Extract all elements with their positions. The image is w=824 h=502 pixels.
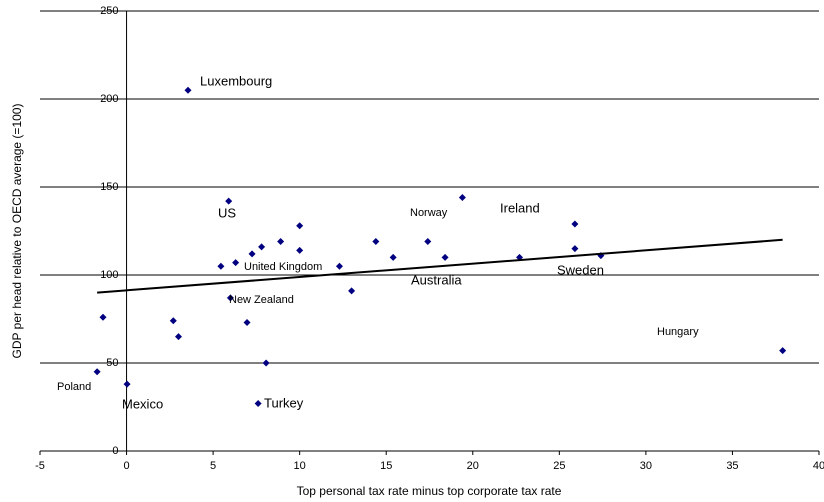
y-axis-title: GDP per head relative to OECD average (=… [10, 104, 24, 359]
annotation: Sweden [557, 262, 604, 277]
point [174, 333, 182, 341]
point [169, 317, 177, 325]
trend-line [97, 238, 783, 294]
x-tick-label: 35 [726, 460, 738, 472]
point [335, 262, 343, 270]
point [254, 399, 262, 407]
annotation: US [218, 205, 236, 220]
x-tick-label: 5 [210, 460, 216, 472]
point [424, 238, 432, 246]
point [258, 243, 266, 251]
annotation: Ireland [500, 200, 540, 215]
annotation: Norway [410, 207, 448, 219]
point [441, 253, 449, 261]
x-tick-label: 40 [813, 460, 824, 472]
annotation: New Zealand [229, 294, 294, 306]
point [296, 246, 304, 254]
point [93, 368, 101, 376]
x-tick-label: 20 [467, 460, 479, 472]
annotation: United Kingdom [244, 261, 322, 273]
point [779, 347, 787, 355]
annotation: Poland [57, 381, 91, 393]
point [225, 197, 233, 205]
point [277, 238, 285, 246]
point [248, 250, 256, 258]
x-tick-label: 30 [640, 460, 652, 472]
point [348, 287, 356, 295]
point [571, 220, 579, 228]
y-tick-label: 150 [100, 181, 118, 193]
annotation: Mexico [122, 396, 163, 411]
point [217, 262, 225, 270]
point [184, 86, 192, 94]
point [571, 245, 579, 253]
annotation: Turkey [264, 395, 304, 410]
point [389, 253, 397, 261]
annotation: Australia [411, 272, 462, 287]
x-tick-label: 10 [294, 460, 306, 472]
y-tick-label: 50 [106, 357, 118, 369]
point [99, 313, 107, 321]
point [243, 319, 251, 327]
x-tick-label: -5 [35, 460, 45, 472]
x-tick-label: 15 [380, 460, 392, 472]
annotation: Luxembourg [200, 73, 272, 88]
point [372, 238, 380, 246]
point [226, 294, 234, 302]
point [458, 194, 466, 202]
y-tick-label: 250 [100, 5, 118, 17]
point [262, 359, 270, 367]
point [232, 259, 240, 267]
x-tick-label: 0 [123, 460, 129, 472]
x-axis-title: Top personal tax rate minus top corporat… [297, 484, 562, 498]
annotation: Hungary [657, 326, 699, 338]
point [123, 380, 131, 388]
x-tick-label: 25 [553, 460, 565, 472]
point [296, 222, 304, 230]
y-tick-label: 100 [100, 269, 118, 281]
y-tick-label: 200 [100, 93, 118, 105]
